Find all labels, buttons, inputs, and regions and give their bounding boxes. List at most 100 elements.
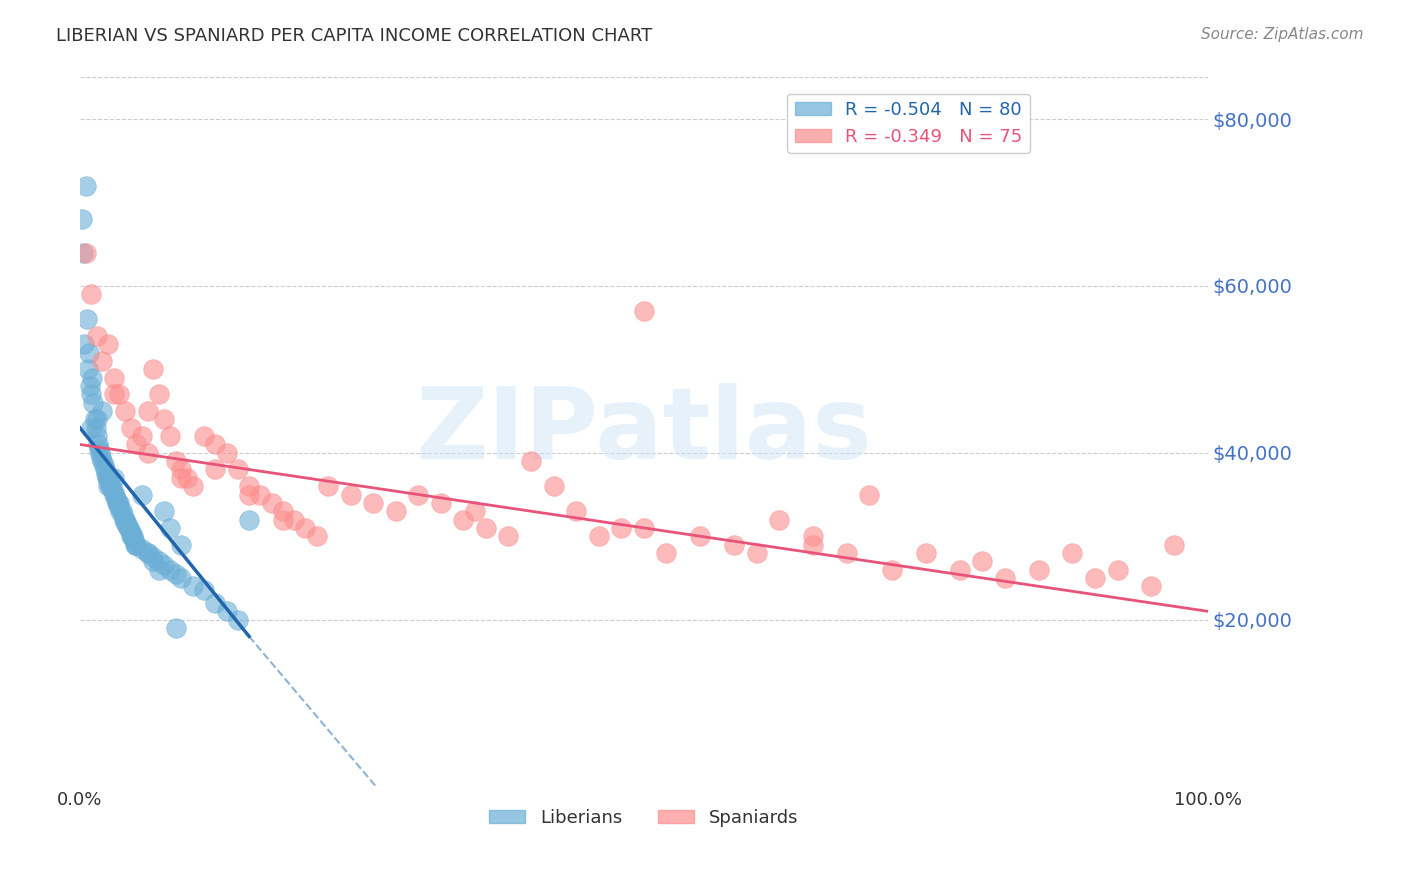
Point bbox=[159, 521, 181, 535]
Point bbox=[111, 508, 134, 523]
Point bbox=[1163, 538, 1185, 552]
Point bbox=[1028, 563, 1050, 577]
Point bbox=[972, 554, 994, 568]
Point bbox=[72, 245, 94, 260]
Point bbox=[170, 462, 193, 476]
Point bbox=[170, 471, 193, 485]
Point bbox=[768, 512, 790, 526]
Point bbox=[91, 354, 114, 368]
Point bbox=[125, 538, 148, 552]
Point bbox=[87, 437, 110, 451]
Point bbox=[76, 362, 98, 376]
Point bbox=[305, 529, 328, 543]
Point bbox=[118, 521, 141, 535]
Point bbox=[588, 529, 610, 543]
Point bbox=[114, 512, 136, 526]
Point bbox=[115, 516, 138, 531]
Point bbox=[86, 429, 108, 443]
Point bbox=[120, 421, 142, 435]
Point bbox=[122, 529, 145, 543]
Point bbox=[112, 512, 135, 526]
Point bbox=[858, 487, 880, 501]
Point bbox=[880, 563, 903, 577]
Point bbox=[801, 529, 824, 543]
Point bbox=[238, 479, 260, 493]
Point bbox=[100, 479, 122, 493]
Point bbox=[110, 504, 132, 518]
Point bbox=[165, 621, 187, 635]
Point bbox=[1140, 579, 1163, 593]
Point bbox=[79, 379, 101, 393]
Point bbox=[565, 504, 588, 518]
Point bbox=[165, 566, 187, 581]
Point bbox=[283, 512, 305, 526]
Point bbox=[193, 583, 215, 598]
Point bbox=[115, 516, 138, 531]
Point bbox=[125, 538, 148, 552]
Point bbox=[215, 604, 238, 618]
Point bbox=[91, 404, 114, 418]
Point bbox=[339, 487, 361, 501]
Point bbox=[104, 487, 127, 501]
Point bbox=[82, 370, 104, 384]
Point bbox=[914, 546, 936, 560]
Point bbox=[98, 475, 121, 489]
Point bbox=[80, 387, 103, 401]
Point bbox=[97, 479, 120, 493]
Point bbox=[543, 479, 565, 493]
Point bbox=[105, 496, 128, 510]
Point bbox=[430, 496, 453, 510]
Point bbox=[406, 487, 429, 501]
Point bbox=[498, 529, 520, 543]
Point bbox=[801, 538, 824, 552]
Point bbox=[97, 471, 120, 485]
Point bbox=[361, 496, 384, 510]
Point bbox=[142, 554, 165, 568]
Point bbox=[108, 496, 131, 510]
Point bbox=[271, 504, 294, 518]
Point bbox=[93, 458, 115, 473]
Point bbox=[610, 521, 633, 535]
Point bbox=[520, 454, 543, 468]
Point bbox=[108, 387, 131, 401]
Point bbox=[316, 479, 339, 493]
Point bbox=[148, 563, 170, 577]
Point bbox=[226, 613, 249, 627]
Point bbox=[103, 387, 125, 401]
Point bbox=[131, 429, 153, 443]
Point bbox=[949, 563, 972, 577]
Point bbox=[75, 245, 97, 260]
Point bbox=[294, 521, 316, 535]
Point bbox=[689, 529, 711, 543]
Point bbox=[80, 421, 103, 435]
Point bbox=[107, 496, 129, 510]
Point bbox=[170, 571, 193, 585]
Point bbox=[181, 479, 204, 493]
Point bbox=[76, 312, 98, 326]
Point bbox=[633, 304, 655, 318]
Point bbox=[104, 491, 127, 506]
Point bbox=[453, 512, 475, 526]
Point bbox=[238, 487, 260, 501]
Point bbox=[193, 429, 215, 443]
Text: Source: ZipAtlas.com: Source: ZipAtlas.com bbox=[1201, 27, 1364, 42]
Point bbox=[136, 446, 159, 460]
Point bbox=[142, 550, 165, 565]
Point bbox=[226, 462, 249, 476]
Point bbox=[633, 521, 655, 535]
Point bbox=[94, 467, 117, 481]
Point bbox=[176, 471, 198, 485]
Point bbox=[93, 462, 115, 476]
Point bbox=[165, 454, 187, 468]
Point bbox=[136, 546, 159, 560]
Point bbox=[271, 512, 294, 526]
Point bbox=[148, 554, 170, 568]
Point bbox=[159, 429, 181, 443]
Point bbox=[835, 546, 858, 560]
Point bbox=[89, 446, 111, 460]
Point bbox=[77, 345, 100, 359]
Point bbox=[120, 529, 142, 543]
Point bbox=[98, 479, 121, 493]
Point bbox=[83, 412, 105, 426]
Point bbox=[101, 483, 124, 498]
